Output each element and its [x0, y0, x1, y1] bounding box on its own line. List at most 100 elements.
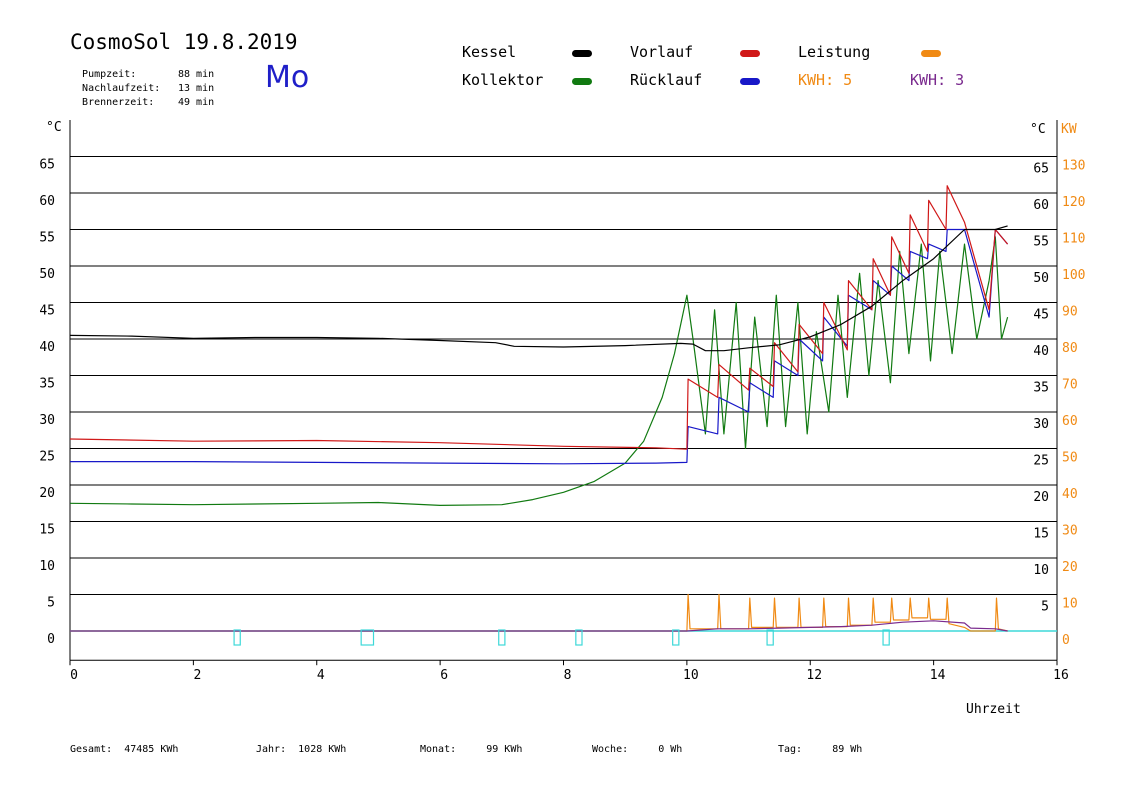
info-value: 88 min — [178, 69, 215, 80]
footer-label: Gesamt: — [70, 744, 113, 755]
y-tick-label-right-c: 15 — [1033, 527, 1049, 542]
series-line-kollektor — [69, 236, 1009, 506]
footer-jahr: Jahr: 1028 KWh — [256, 744, 346, 755]
y-tick-label-left: 65 — [39, 158, 55, 173]
legend-kessel-label: Kessel — [462, 43, 517, 61]
y-tick-label-left: 10 — [39, 559, 55, 574]
x-tick-label: 12 — [806, 668, 822, 683]
y-tick-label-right-kw: 0 — [1062, 633, 1070, 648]
footer-value: 47485 KWh — [124, 744, 179, 755]
legend-kessel-swatch — [572, 50, 592, 57]
series-line-vorlauf — [69, 185, 1009, 450]
legend-kollektor-swatch — [572, 78, 592, 85]
legend-ruecklauf-swatch — [740, 78, 760, 85]
tick-labels: 0510152025303540455055606551015202530354… — [39, 158, 1085, 684]
y-tick-label-right-c: 65 — [1033, 162, 1049, 177]
footer-gesamt: Gesamt: 47485 KWh — [70, 744, 178, 755]
right-axis-unit-kw: KW — [1061, 122, 1077, 137]
legend-vorlauf-label: Vorlauf — [630, 43, 694, 61]
footer-label: Woche: — [592, 744, 629, 755]
info-pumpzeit: Pumpzeit: 88 min — [70, 58, 214, 80]
legend-kwh-orange: KWH: 5 — [798, 71, 853, 89]
y-tick-label-right-kw: 20 — [1062, 560, 1078, 575]
baseline-marker — [575, 629, 583, 646]
y-tick-label-left: 25 — [39, 450, 55, 465]
y-tick-label-right-c: 35 — [1033, 381, 1049, 396]
baseline-marker — [360, 629, 375, 646]
legend-vorlauf-swatch — [740, 50, 760, 57]
series-line-kwh2 — [70, 620, 1008, 632]
y-tick-label-right-c: 45 — [1033, 308, 1049, 323]
y-tick-label-right-kw: 30 — [1062, 524, 1078, 539]
y-tick-label-right-c: 50 — [1033, 271, 1049, 286]
baseline-marker — [233, 629, 241, 646]
info-label: Nachlaufzeit: — [82, 83, 161, 94]
y-tick-label-right-c: 60 — [1033, 198, 1049, 213]
grid — [69, 120, 1058, 661]
chart-title: CosmoSol 19.8.2019 — [70, 30, 298, 54]
legend-kwh-purple: KWH: 3 — [910, 71, 965, 89]
y-tick-label-left: 5 — [47, 596, 55, 611]
y-tick-label-left: 20 — [39, 486, 55, 501]
y-tick-label-right-c: 25 — [1033, 454, 1049, 469]
y-tick-label-left: 55 — [39, 231, 55, 246]
y-tick-label-left: 40 — [39, 340, 55, 355]
y-tick-label-right-c: 5 — [1041, 600, 1049, 615]
x-axis-label: Uhrzeit — [966, 702, 1021, 717]
y-tick-label-right-kw: 50 — [1062, 451, 1078, 466]
footer-tag: Tag: 89 Wh — [778, 744, 862, 755]
y-tick-label-right-kw: 70 — [1062, 378, 1078, 393]
info-nachlaufzeit: Nachlaufzeit: 13 min — [70, 72, 214, 94]
legend-leistung-label: Leistung — [798, 43, 871, 61]
footer-monat: Monat: 99 KWh — [420, 744, 522, 755]
info-value: 49 min — [178, 97, 215, 108]
y-tick-label-right-kw: 80 — [1062, 341, 1078, 356]
y-tick-label-right-kw: 90 — [1062, 305, 1078, 320]
y-tick-label-right-kw: 60 — [1062, 414, 1078, 429]
footer-value: 89 Wh — [832, 744, 863, 755]
footer-label: Monat: — [420, 744, 457, 755]
footer-value: 0 Wh — [658, 744, 683, 755]
info-brennerzeit: Brennerzeit: 49 min — [70, 86, 214, 108]
y-tick-label-left: 0 — [47, 632, 55, 647]
y-tick-label-left: 30 — [39, 413, 55, 428]
left-axis-unit: °C — [46, 120, 62, 135]
x-tick-label: 16 — [1053, 668, 1069, 683]
y-tick-label-right-c: 10 — [1033, 563, 1049, 578]
chart-marks — [69, 185, 1057, 646]
y-tick-label-left: 60 — [39, 194, 55, 209]
series-line-kessel — [69, 225, 1008, 352]
x-tick-label: 6 — [440, 668, 448, 683]
x-tick-label: 14 — [930, 668, 946, 683]
y-tick-label-right-kw: 100 — [1062, 268, 1085, 283]
right-axis-unit-c: °C — [1030, 122, 1046, 137]
footer-woche: Woche: 0 Wh — [592, 744, 682, 755]
footer-label: Tag: — [778, 744, 803, 755]
weekday-label: Mo — [265, 60, 310, 95]
y-tick-label-right-c: 40 — [1033, 344, 1049, 359]
baseline-marker — [672, 629, 680, 646]
x-tick-label: 10 — [683, 668, 699, 683]
y-tick-label-right-kw: 40 — [1062, 487, 1078, 502]
baseline-marker — [882, 629, 890, 646]
y-tick-label-right-c: 20 — [1033, 490, 1049, 505]
baseline-marker — [766, 629, 774, 646]
y-tick-label-left: 50 — [39, 267, 55, 282]
y-tick-label-right-kw: 120 — [1062, 195, 1085, 210]
x-tick-label: 4 — [317, 668, 325, 683]
x-tick-label: 0 — [70, 668, 78, 683]
y-tick-label-right-c: 55 — [1033, 235, 1049, 250]
footer-label: Jahr: — [256, 744, 287, 755]
baseline-marker — [498, 629, 506, 646]
footer-value: 1028 KWh — [298, 744, 347, 755]
x-tick-label: 8 — [564, 668, 572, 683]
legend-kollektor-label: Kollektor — [462, 71, 544, 89]
y-tick-label-right-kw: 10 — [1062, 597, 1078, 612]
y-tick-label-left: 15 — [39, 523, 55, 538]
info-label: Pumpzeit: — [82, 69, 137, 80]
legend-leistung-swatch — [921, 50, 941, 57]
y-tick-label-right-kw: 130 — [1062, 159, 1085, 174]
x-tick-label: 2 — [193, 668, 201, 683]
y-tick-label-right-kw: 110 — [1062, 232, 1085, 247]
